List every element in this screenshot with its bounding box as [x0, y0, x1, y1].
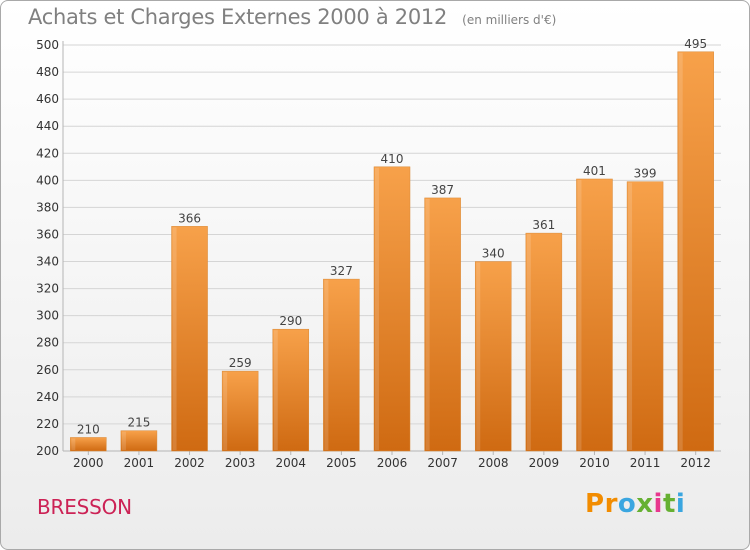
value-label-2005: 327 [330, 264, 353, 278]
x-tick-label-2002: 2002 [174, 456, 205, 470]
chart-title: Achats et Charges Externes 2000 à 2012 [28, 5, 448, 29]
y-tick-label: 420 [36, 146, 59, 160]
value-label-2012: 495 [684, 37, 707, 51]
bar-2011 [626, 181, 664, 452]
y-tick-label: 400 [36, 173, 59, 187]
y-tick-label: 360 [36, 227, 59, 241]
y-tick-label: 260 [36, 363, 59, 377]
bar-highlight [628, 182, 633, 451]
value-label-2007: 387 [431, 183, 454, 197]
x-tick-label-2009: 2009 [529, 456, 560, 470]
x-tick-label-2005: 2005 [326, 456, 357, 470]
value-label-2010: 401 [583, 164, 606, 178]
bar-2009 [525, 232, 563, 452]
bar-2010 [576, 178, 613, 452]
label-layer: 200 220 240 260 280 300 320 340 360 380 400 420 440 4… [36, 37, 711, 470]
logo-letter: t [662, 489, 676, 519]
bar-2002 [171, 226, 208, 452]
bar-highlight [425, 198, 430, 450]
x-tick-label-2001: 2001 [124, 456, 155, 470]
x-tick-label-2006: 2006 [377, 456, 408, 470]
bar-2007 [424, 197, 461, 452]
bar-highlight [375, 167, 379, 451]
bar-2012 [677, 51, 714, 452]
y-tick-label: 340 [36, 255, 59, 269]
x-tick-label-2011: 2011 [630, 456, 661, 470]
y-tick-label: 480 [36, 65, 59, 79]
x-tick-label-2003: 2003 [225, 456, 256, 470]
bar-highlight [526, 234, 531, 450]
logo-letter: o [617, 489, 637, 519]
bar-2001 [120, 430, 158, 452]
logo-letter: r [604, 489, 618, 519]
value-label-2008: 340 [482, 247, 505, 261]
y-tick-label: 300 [36, 309, 59, 323]
logo-letter: i [675, 489, 686, 519]
value-label-2011: 399 [634, 167, 657, 181]
bar-highlight [121, 431, 126, 450]
bar-layer [70, 51, 714, 452]
bar-highlight [172, 227, 177, 450]
bar-highlight [577, 179, 582, 451]
bar-2005 [323, 278, 360, 452]
y-tick-label: 460 [36, 92, 59, 106]
x-tick-label-2010: 2010 [579, 456, 610, 470]
y-tick-label: 200 [36, 444, 59, 458]
bar-2004 [272, 328, 310, 452]
y-tick-label: 320 [36, 282, 59, 296]
bar-2008 [474, 261, 512, 452]
y-tick-label: 380 [36, 200, 59, 214]
x-tick-label-2012: 2012 [680, 456, 711, 470]
value-label-2002: 366 [178, 211, 201, 225]
commune-name: BRESSON [37, 495, 132, 519]
chart-subtitle: (en milliers d'€) [462, 13, 557, 27]
x-tick-label-2008: 2008 [478, 456, 509, 470]
logo-letter: P [585, 489, 605, 519]
value-label-2009: 361 [532, 218, 555, 232]
y-tick-label: 440 [36, 119, 59, 133]
bar-highlight [223, 372, 228, 450]
value-label-2003: 259 [229, 356, 252, 370]
value-label-2000: 210 [77, 422, 100, 436]
logo-letter: x [636, 489, 654, 519]
value-label-2006: 410 [381, 152, 404, 166]
x-tick-label-2000: 2000 [73, 456, 104, 470]
chart-title-block: Achats et Charges Externes 2000 à 2012 (… [28, 5, 556, 29]
logo-letter: i [653, 489, 663, 519]
bar-2000 [70, 437, 107, 452]
bar-highlight [324, 280, 329, 450]
bar-highlight [476, 262, 481, 450]
bar-highlight [71, 438, 76, 450]
value-label-2004: 290 [279, 314, 302, 328]
bar-2006 [373, 166, 411, 452]
y-tick-label: 220 [36, 417, 59, 431]
y-tick-label: 500 [36, 38, 59, 52]
value-label-2001: 215 [127, 416, 150, 430]
x-tick-label-2007: 2007 [427, 456, 458, 470]
y-tick-label: 280 [36, 336, 59, 350]
bar-highlight [678, 52, 683, 451]
y-tick-label: 240 [36, 390, 59, 404]
bar-highlight [273, 330, 278, 450]
proxiti-logo[interactable]: Proxiti [585, 489, 685, 519]
bar-2003 [221, 370, 259, 452]
x-tick-label-2004: 2004 [275, 456, 306, 470]
